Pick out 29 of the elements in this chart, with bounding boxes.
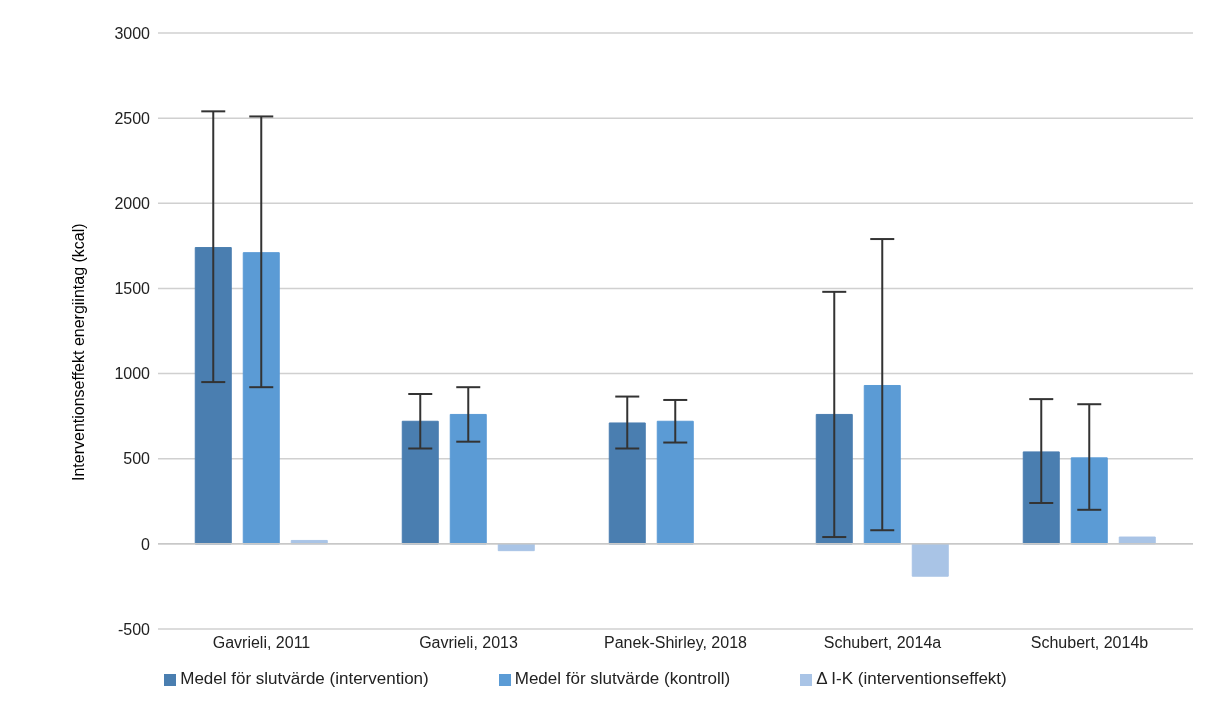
bar bbox=[656, 420, 694, 545]
legend-label: Medel för slutvärde (kontroll) bbox=[514, 669, 731, 688]
bar bbox=[863, 384, 901, 545]
x-tick-label: Schubert, 2014b bbox=[1030, 634, 1149, 652]
legend-label: Δ I-K (interventionseffekt) bbox=[816, 669, 1007, 688]
y-tick-label: 1000 bbox=[114, 365, 151, 383]
y-tick-label: 1500 bbox=[114, 280, 151, 298]
y-tick-label: 500 bbox=[123, 450, 151, 468]
y-tick-label: 2000 bbox=[114, 194, 151, 212]
y-tick-label: 0 bbox=[141, 535, 151, 553]
x-tick-label: Gavrieli, 2013 bbox=[419, 634, 518, 652]
y-tick-label: -500 bbox=[117, 620, 151, 638]
y-tick-label: 3000 bbox=[114, 24, 151, 42]
bar bbox=[1070, 457, 1108, 545]
bar bbox=[1022, 451, 1060, 545]
y-tick-label: 2500 bbox=[114, 109, 151, 127]
bar bbox=[815, 413, 853, 545]
bar bbox=[401, 420, 439, 545]
x-tick-label: Panek-Shirley, 2018 bbox=[604, 634, 748, 652]
bar bbox=[242, 252, 280, 545]
legend-label: Medel för slutvärde (intervention) bbox=[180, 669, 429, 688]
bar bbox=[194, 247, 232, 545]
bar bbox=[911, 543, 949, 577]
x-tick-label: Gavrieli, 2011 bbox=[212, 634, 311, 652]
bar bbox=[1118, 536, 1156, 545]
y-axis-title: Interventionseffekt energiintag (kcal) bbox=[69, 223, 87, 481]
bar bbox=[449, 413, 487, 545]
x-tick-label: Schubert, 2014a bbox=[823, 634, 942, 652]
bar bbox=[608, 422, 646, 545]
